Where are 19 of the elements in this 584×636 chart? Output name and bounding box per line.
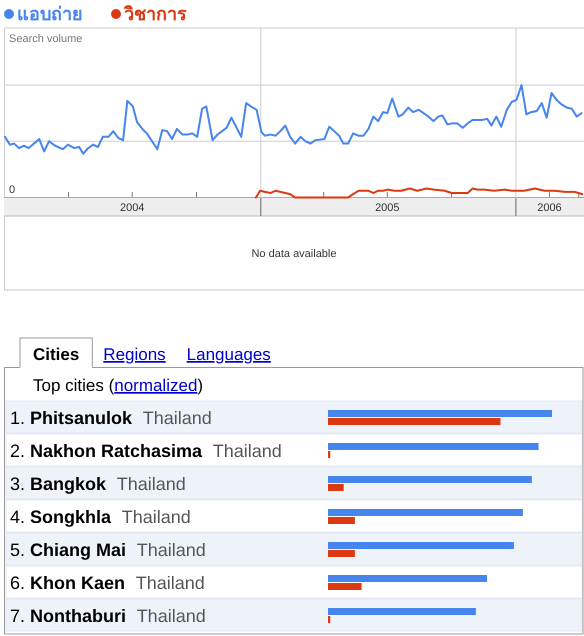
y-tick-label: 6. Khon Kaen Thailand <box>10 573 205 593</box>
y-axis-title: Search volume <box>9 33 82 45</box>
legend-label: แอบถ่าย <box>17 4 83 25</box>
text: Top cities (normalized) <box>33 376 204 395</box>
legend-label: วิชาการ <box>123 4 187 25</box>
x-tick-label: 2005 <box>375 202 400 214</box>
y-tick-label: 1. Phitsanulok Thailand <box>10 408 212 428</box>
y-tick-label: 3. Bangkok Thailand <box>10 474 186 494</box>
annotation: 0 <box>9 184 16 196</box>
y-tick-label: 7. Nonthaburi Thailand <box>10 606 206 626</box>
text: No data available <box>251 248 337 260</box>
y-tick-label: 2. Nakhon Ratchasima Thailand <box>10 441 282 461</box>
y-tick-label: 5. Chiang Mai Thailand <box>10 540 206 560</box>
x-tick-label: 2006 <box>537 202 562 214</box>
y-tick-label: 4. Songkhla Thailand <box>10 507 191 527</box>
tab-label: Cities <box>33 345 80 364</box>
tab-link: Regions <box>103 345 166 364</box>
x-tick-label: 2004 <box>120 202 144 214</box>
tab-link: Languages <box>186 345 271 364</box>
